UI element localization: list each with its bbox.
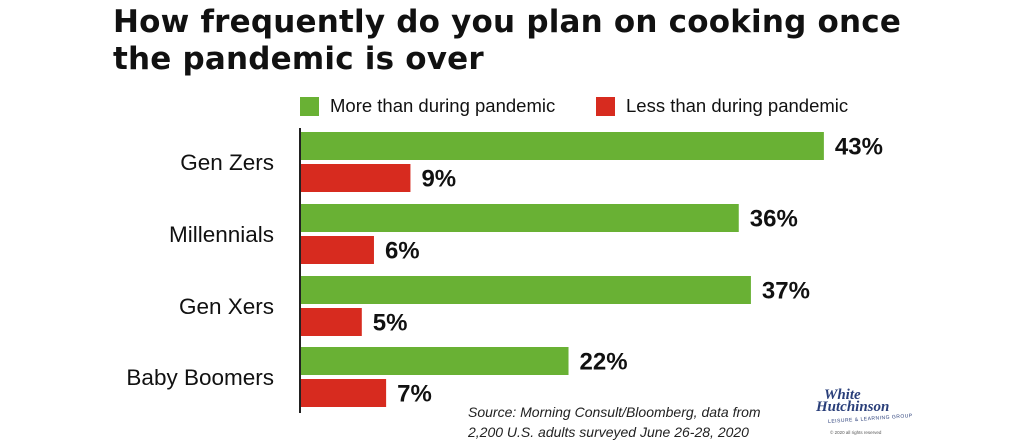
chart-title-line2: the pandemic is over xyxy=(113,41,484,77)
category-label-gen-xers: Gen Xers xyxy=(179,294,274,319)
legend-swatch-more xyxy=(300,96,319,116)
data-label-gen-xers-more: 37% xyxy=(762,278,810,305)
source-note: Source: Morning Consult/Bloomberg, data … xyxy=(468,402,808,442)
legend-item-less: Less than during pandemic xyxy=(596,95,848,117)
data-label-millennials-more: 36% xyxy=(750,206,798,233)
bar-millennials-more xyxy=(301,204,739,232)
source-line2: 2,200 U.S. adults surveyed June 26-28, 2… xyxy=(468,424,749,440)
bar-gen-xers-less xyxy=(301,308,362,336)
bar-baby-boomers-less xyxy=(301,379,387,407)
logo-copyright: © 2020 all rights reserved xyxy=(830,430,882,435)
category-label-millennials: Millennials xyxy=(169,222,274,247)
data-label-millennials-less: 6% xyxy=(385,238,420,265)
bar-gen-xers-more xyxy=(301,276,751,304)
bar-baby-boomers-more xyxy=(301,347,569,375)
category-label-baby-boomers: Baby Boomers xyxy=(126,365,274,390)
bar-gen-zers-less xyxy=(301,164,411,192)
logo-text-line1: White xyxy=(824,387,861,403)
bar-millennials-less xyxy=(301,236,374,264)
data-label-baby-boomers-more: 22% xyxy=(580,349,628,376)
logo-text-line2: Hutchinson xyxy=(816,399,890,415)
white-hutchinson-logo: White Hutchinson LEISURE & LEARNING GROU… xyxy=(812,387,913,438)
chart-title: How frequently do you plan on cooking on… xyxy=(113,4,913,78)
category-label-gen-zers: Gen Zers xyxy=(180,150,274,175)
legend-label-less: Less than during pandemic xyxy=(626,95,849,116)
chart-title-line1: How frequently do you plan on cooking on… xyxy=(113,4,902,40)
data-label-gen-zers-more: 43% xyxy=(835,134,883,161)
legend-item-more: More than during pandemic xyxy=(300,95,555,117)
legend-label-more: More than during pandemic xyxy=(330,95,556,116)
data-label-gen-zers-less: 9% xyxy=(421,166,456,193)
legend-swatch-less xyxy=(596,96,615,116)
bar-gen-zers-more xyxy=(301,132,824,160)
data-label-gen-xers-less: 5% xyxy=(373,310,408,337)
data-label-baby-boomers-less: 7% xyxy=(397,381,432,408)
source-line1: Source: Morning Consult/Bloomberg, data … xyxy=(468,404,761,420)
